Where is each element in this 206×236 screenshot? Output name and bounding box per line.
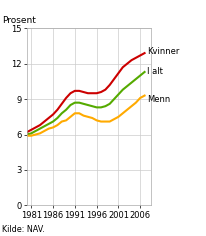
Text: Menn: Menn: [146, 95, 169, 104]
Text: Kilde: NAV.: Kilde: NAV.: [2, 225, 45, 234]
Text: I alt: I alt: [146, 67, 162, 76]
Text: Kvinner: Kvinner: [146, 47, 178, 56]
Text: Prosent: Prosent: [2, 16, 36, 25]
